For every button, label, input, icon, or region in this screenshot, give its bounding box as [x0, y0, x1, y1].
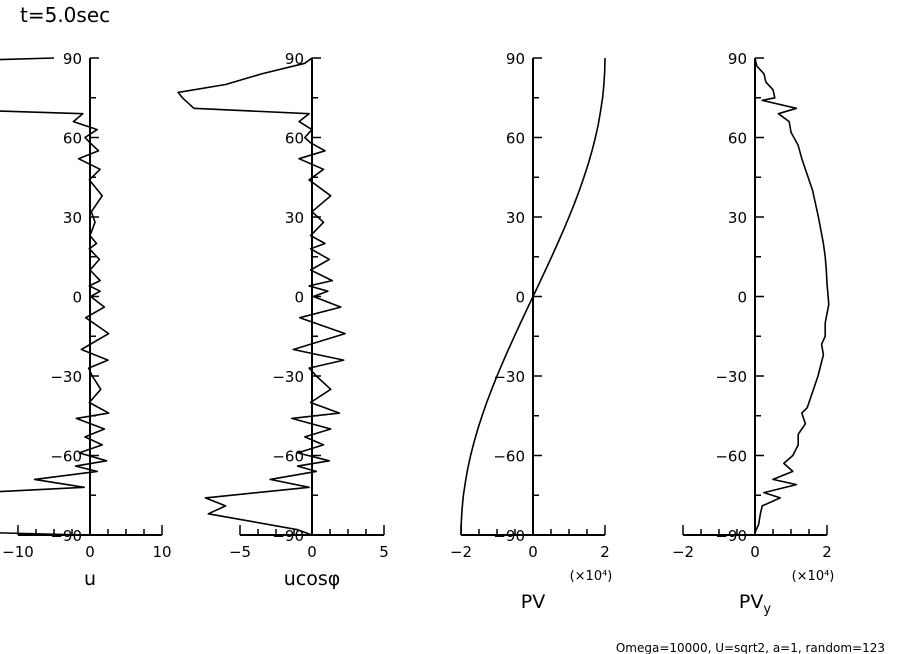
- x-tick-label: −2: [672, 543, 694, 561]
- x-axis-label-subscript: y: [763, 602, 771, 617]
- x-tick-label: 10: [152, 543, 171, 561]
- y-tick-label: 30: [728, 209, 747, 227]
- x-multiplier-label: (×10⁴): [570, 569, 613, 584]
- y-tick-label: 30: [285, 209, 304, 227]
- x-tick-label: 0: [307, 543, 317, 561]
- x-axis-label: PV: [521, 591, 545, 613]
- y-tick-label: 0: [72, 289, 82, 307]
- y-tick-label: 0: [294, 289, 304, 307]
- series-line: [754, 57, 830, 535]
- y-tick-label: 0: [737, 289, 747, 307]
- x-tick-label: 0: [750, 543, 760, 561]
- x-tick-label: 0: [85, 543, 95, 561]
- x-tick-label: 2: [600, 543, 610, 561]
- y-tick-label: −60: [715, 448, 747, 466]
- series-line: [0, 57, 110, 536]
- y-tick-label: 60: [728, 130, 747, 148]
- y-tick-label: −60: [272, 448, 304, 466]
- y-tick-label: −60: [493, 448, 525, 466]
- x-tick-label: −2: [450, 543, 472, 561]
- y-tick-label: 60: [63, 130, 82, 148]
- y-tick-label: 30: [506, 209, 525, 227]
- y-tick-label: 0: [515, 289, 525, 307]
- x-tick-label: 5: [379, 543, 389, 561]
- x-tick-label: −5: [229, 543, 251, 561]
- y-tick-label: −30: [493, 368, 525, 386]
- x-axis-label: ucosφ: [284, 568, 341, 590]
- x-tick-label: −10: [2, 543, 34, 561]
- y-tick-label: 90: [285, 50, 304, 68]
- y-tick-label: 90: [506, 50, 525, 68]
- x-tick-label: 0: [528, 543, 538, 561]
- x-tick-label: 2: [822, 543, 832, 561]
- y-tick-label: 30: [63, 209, 82, 227]
- x-multiplier-label: (×10⁴): [792, 569, 835, 584]
- y-tick-label: −30: [715, 368, 747, 386]
- y-tick-label: 60: [285, 130, 304, 148]
- y-tick-label: 60: [506, 130, 525, 148]
- series-line: [460, 57, 606, 536]
- x-axis-label: u: [84, 568, 96, 590]
- y-tick-label: 90: [63, 50, 82, 68]
- y-tick-label: −30: [50, 368, 82, 386]
- y-tick-label: 90: [728, 50, 747, 68]
- chart-title: t=5.0sec: [20, 3, 110, 27]
- y-tick-label: −60: [50, 448, 82, 466]
- x-axis-label: PVy: [739, 591, 771, 617]
- y-tick-label: −30: [272, 368, 304, 386]
- chart-footer: Omega=10000, U=sqrt2, a=1, random=123: [616, 641, 885, 654]
- series-line: [177, 57, 346, 536]
